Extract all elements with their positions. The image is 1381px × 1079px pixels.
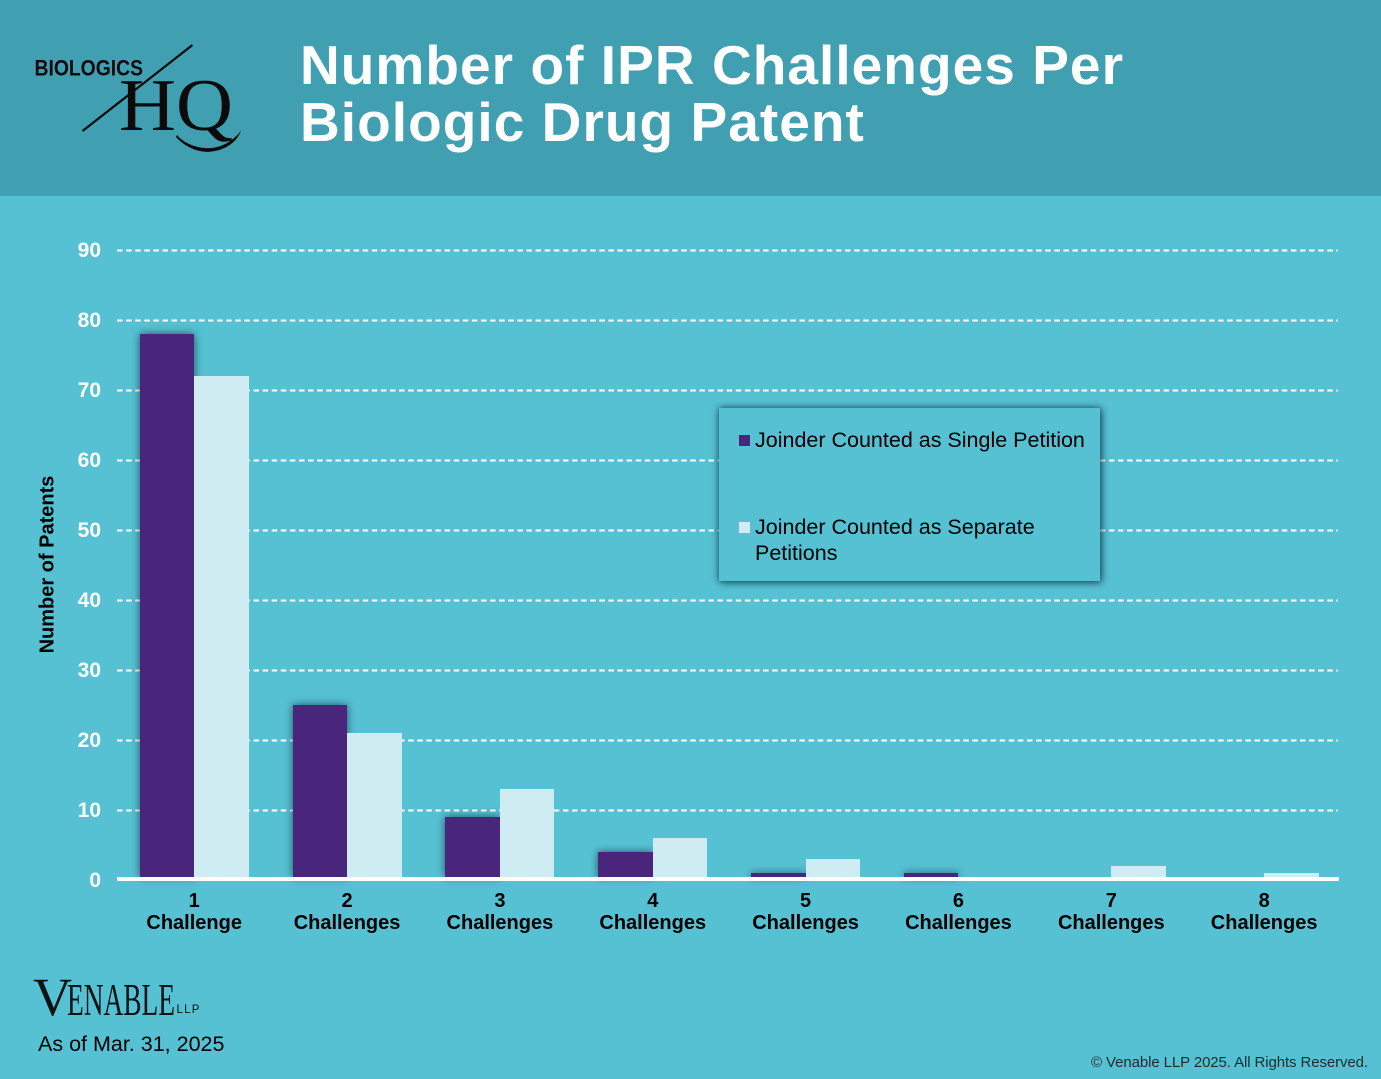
svg-text:LLP: LLP: [177, 1004, 201, 1016]
svg-text:BIOLOGICS: BIOLOGICS: [35, 56, 144, 81]
svg-text:HQ: HQ: [119, 65, 233, 147]
svg-text:ENABLE: ENABLE: [67, 975, 175, 1025]
svg-text:V: V: [33, 967, 72, 1027]
